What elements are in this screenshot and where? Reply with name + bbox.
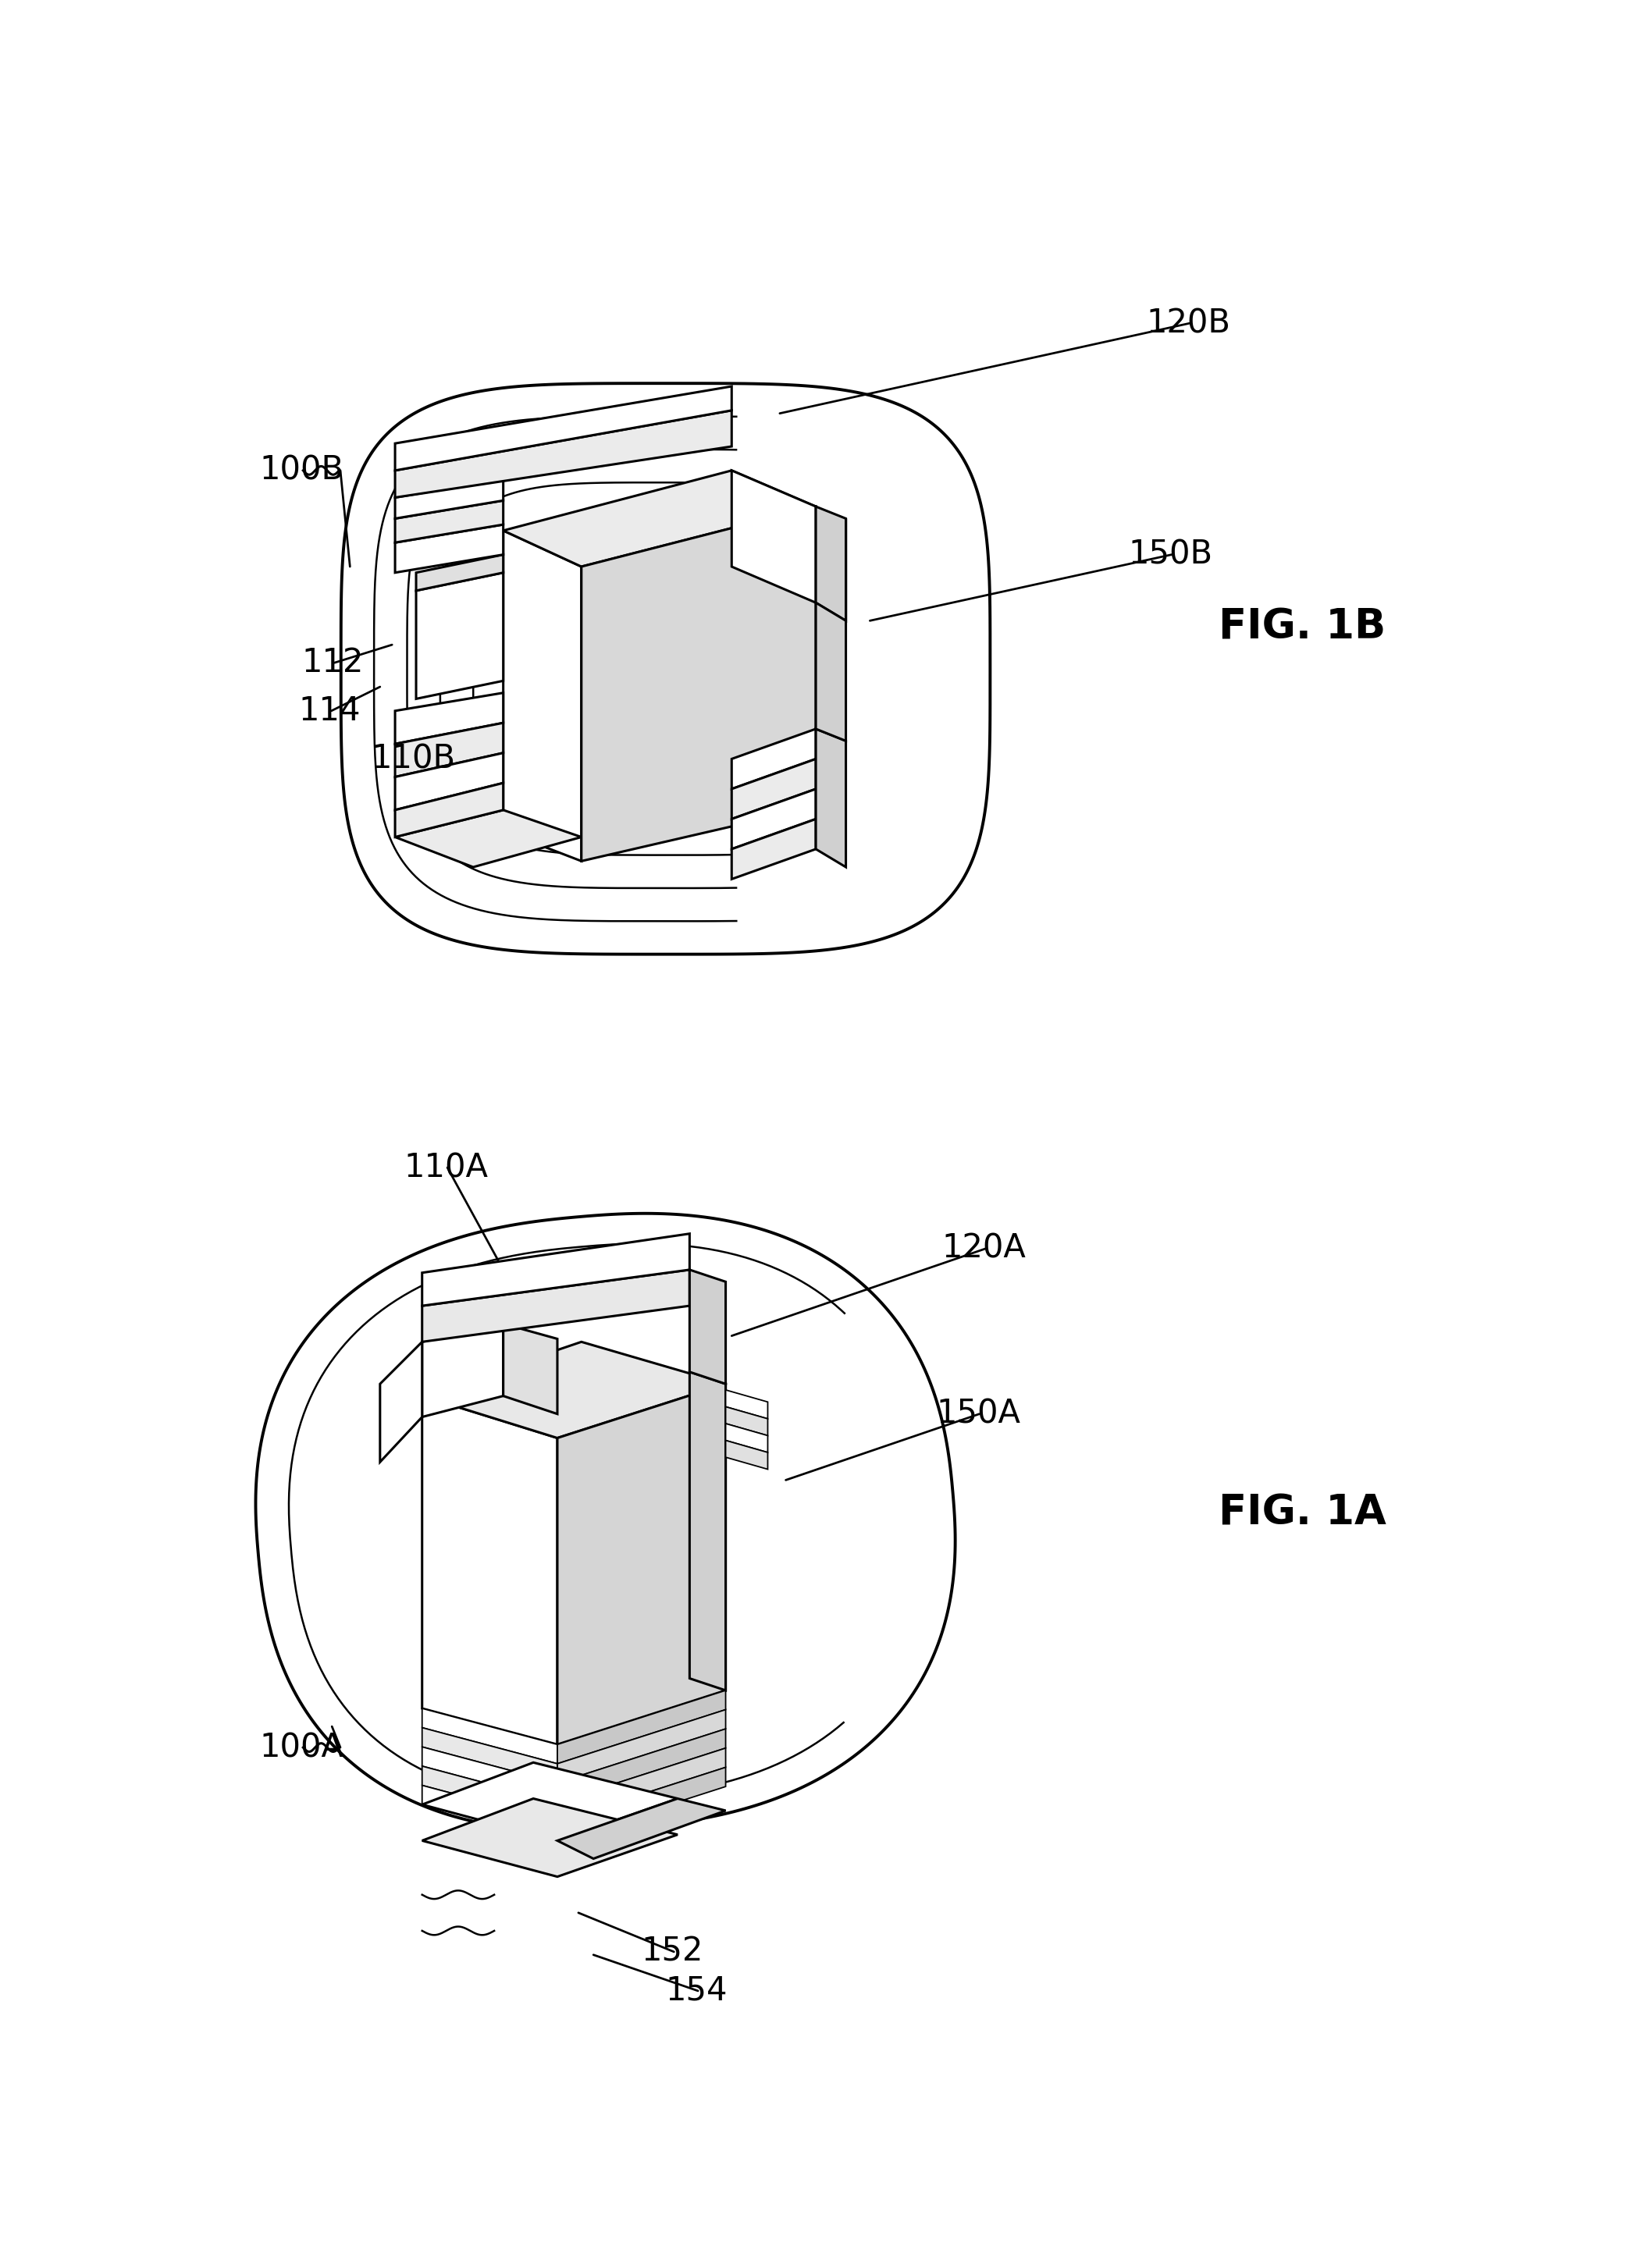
Polygon shape bbox=[395, 723, 503, 778]
Polygon shape bbox=[395, 386, 732, 469]
Text: 120B: 120B bbox=[1146, 306, 1231, 340]
Polygon shape bbox=[422, 1708, 557, 1765]
Polygon shape bbox=[422, 1746, 557, 1803]
Polygon shape bbox=[395, 479, 503, 519]
Polygon shape bbox=[815, 506, 846, 621]
Polygon shape bbox=[732, 819, 815, 880]
Polygon shape bbox=[503, 531, 581, 862]
Polygon shape bbox=[422, 1762, 678, 1842]
Polygon shape bbox=[422, 1325, 503, 1418]
Polygon shape bbox=[340, 383, 990, 955]
Text: FIG. 1B: FIG. 1B bbox=[1218, 606, 1387, 646]
Polygon shape bbox=[380, 1343, 422, 1463]
Polygon shape bbox=[557, 1710, 725, 1783]
Text: 150B: 150B bbox=[1128, 538, 1213, 572]
Polygon shape bbox=[557, 1799, 725, 1860]
Text: 112: 112 bbox=[301, 646, 363, 678]
Polygon shape bbox=[503, 1325, 557, 1413]
Polygon shape bbox=[395, 411, 732, 497]
Text: 152: 152 bbox=[642, 1935, 704, 1969]
Polygon shape bbox=[395, 524, 503, 572]
Polygon shape bbox=[395, 501, 503, 542]
Text: 100B: 100B bbox=[260, 454, 344, 488]
Polygon shape bbox=[725, 1440, 768, 1470]
Polygon shape bbox=[725, 1406, 768, 1436]
Text: FIG. 1A: FIG. 1A bbox=[1218, 1492, 1387, 1533]
Polygon shape bbox=[557, 1749, 725, 1821]
Text: 150A: 150A bbox=[936, 1397, 1020, 1431]
Text: 114: 114 bbox=[300, 694, 360, 728]
Polygon shape bbox=[815, 519, 846, 742]
Polygon shape bbox=[689, 1270, 725, 1383]
Polygon shape bbox=[422, 1270, 689, 1343]
Text: 154: 154 bbox=[666, 1975, 727, 2007]
Polygon shape bbox=[815, 728, 846, 866]
Text: 110A: 110A bbox=[404, 1152, 488, 1184]
Polygon shape bbox=[422, 1234, 689, 1306]
Polygon shape bbox=[422, 1767, 557, 1821]
Polygon shape bbox=[732, 469, 815, 603]
Polygon shape bbox=[557, 1728, 725, 1803]
Polygon shape bbox=[255, 1213, 956, 1830]
Polygon shape bbox=[581, 506, 815, 862]
Polygon shape bbox=[503, 469, 815, 567]
Polygon shape bbox=[422, 1799, 678, 1876]
Polygon shape bbox=[395, 782, 503, 837]
Polygon shape bbox=[416, 572, 503, 699]
Polygon shape bbox=[422, 1728, 557, 1783]
Polygon shape bbox=[422, 1395, 557, 1744]
Polygon shape bbox=[557, 1767, 725, 1842]
Polygon shape bbox=[422, 1343, 725, 1438]
Polygon shape bbox=[557, 1690, 725, 1765]
Polygon shape bbox=[689, 1372, 725, 1690]
Text: 120A: 120A bbox=[941, 1232, 1026, 1266]
Polygon shape bbox=[557, 1383, 725, 1744]
Polygon shape bbox=[395, 753, 503, 810]
Polygon shape bbox=[395, 692, 503, 744]
Polygon shape bbox=[416, 556, 503, 590]
Polygon shape bbox=[732, 728, 815, 789]
Polygon shape bbox=[725, 1424, 768, 1452]
Polygon shape bbox=[725, 1390, 768, 1420]
Text: 100A: 100A bbox=[260, 1730, 344, 1765]
Polygon shape bbox=[422, 1785, 557, 1842]
Polygon shape bbox=[732, 760, 815, 819]
Text: 110B: 110B bbox=[372, 742, 455, 776]
Polygon shape bbox=[732, 789, 815, 848]
Polygon shape bbox=[395, 810, 581, 866]
